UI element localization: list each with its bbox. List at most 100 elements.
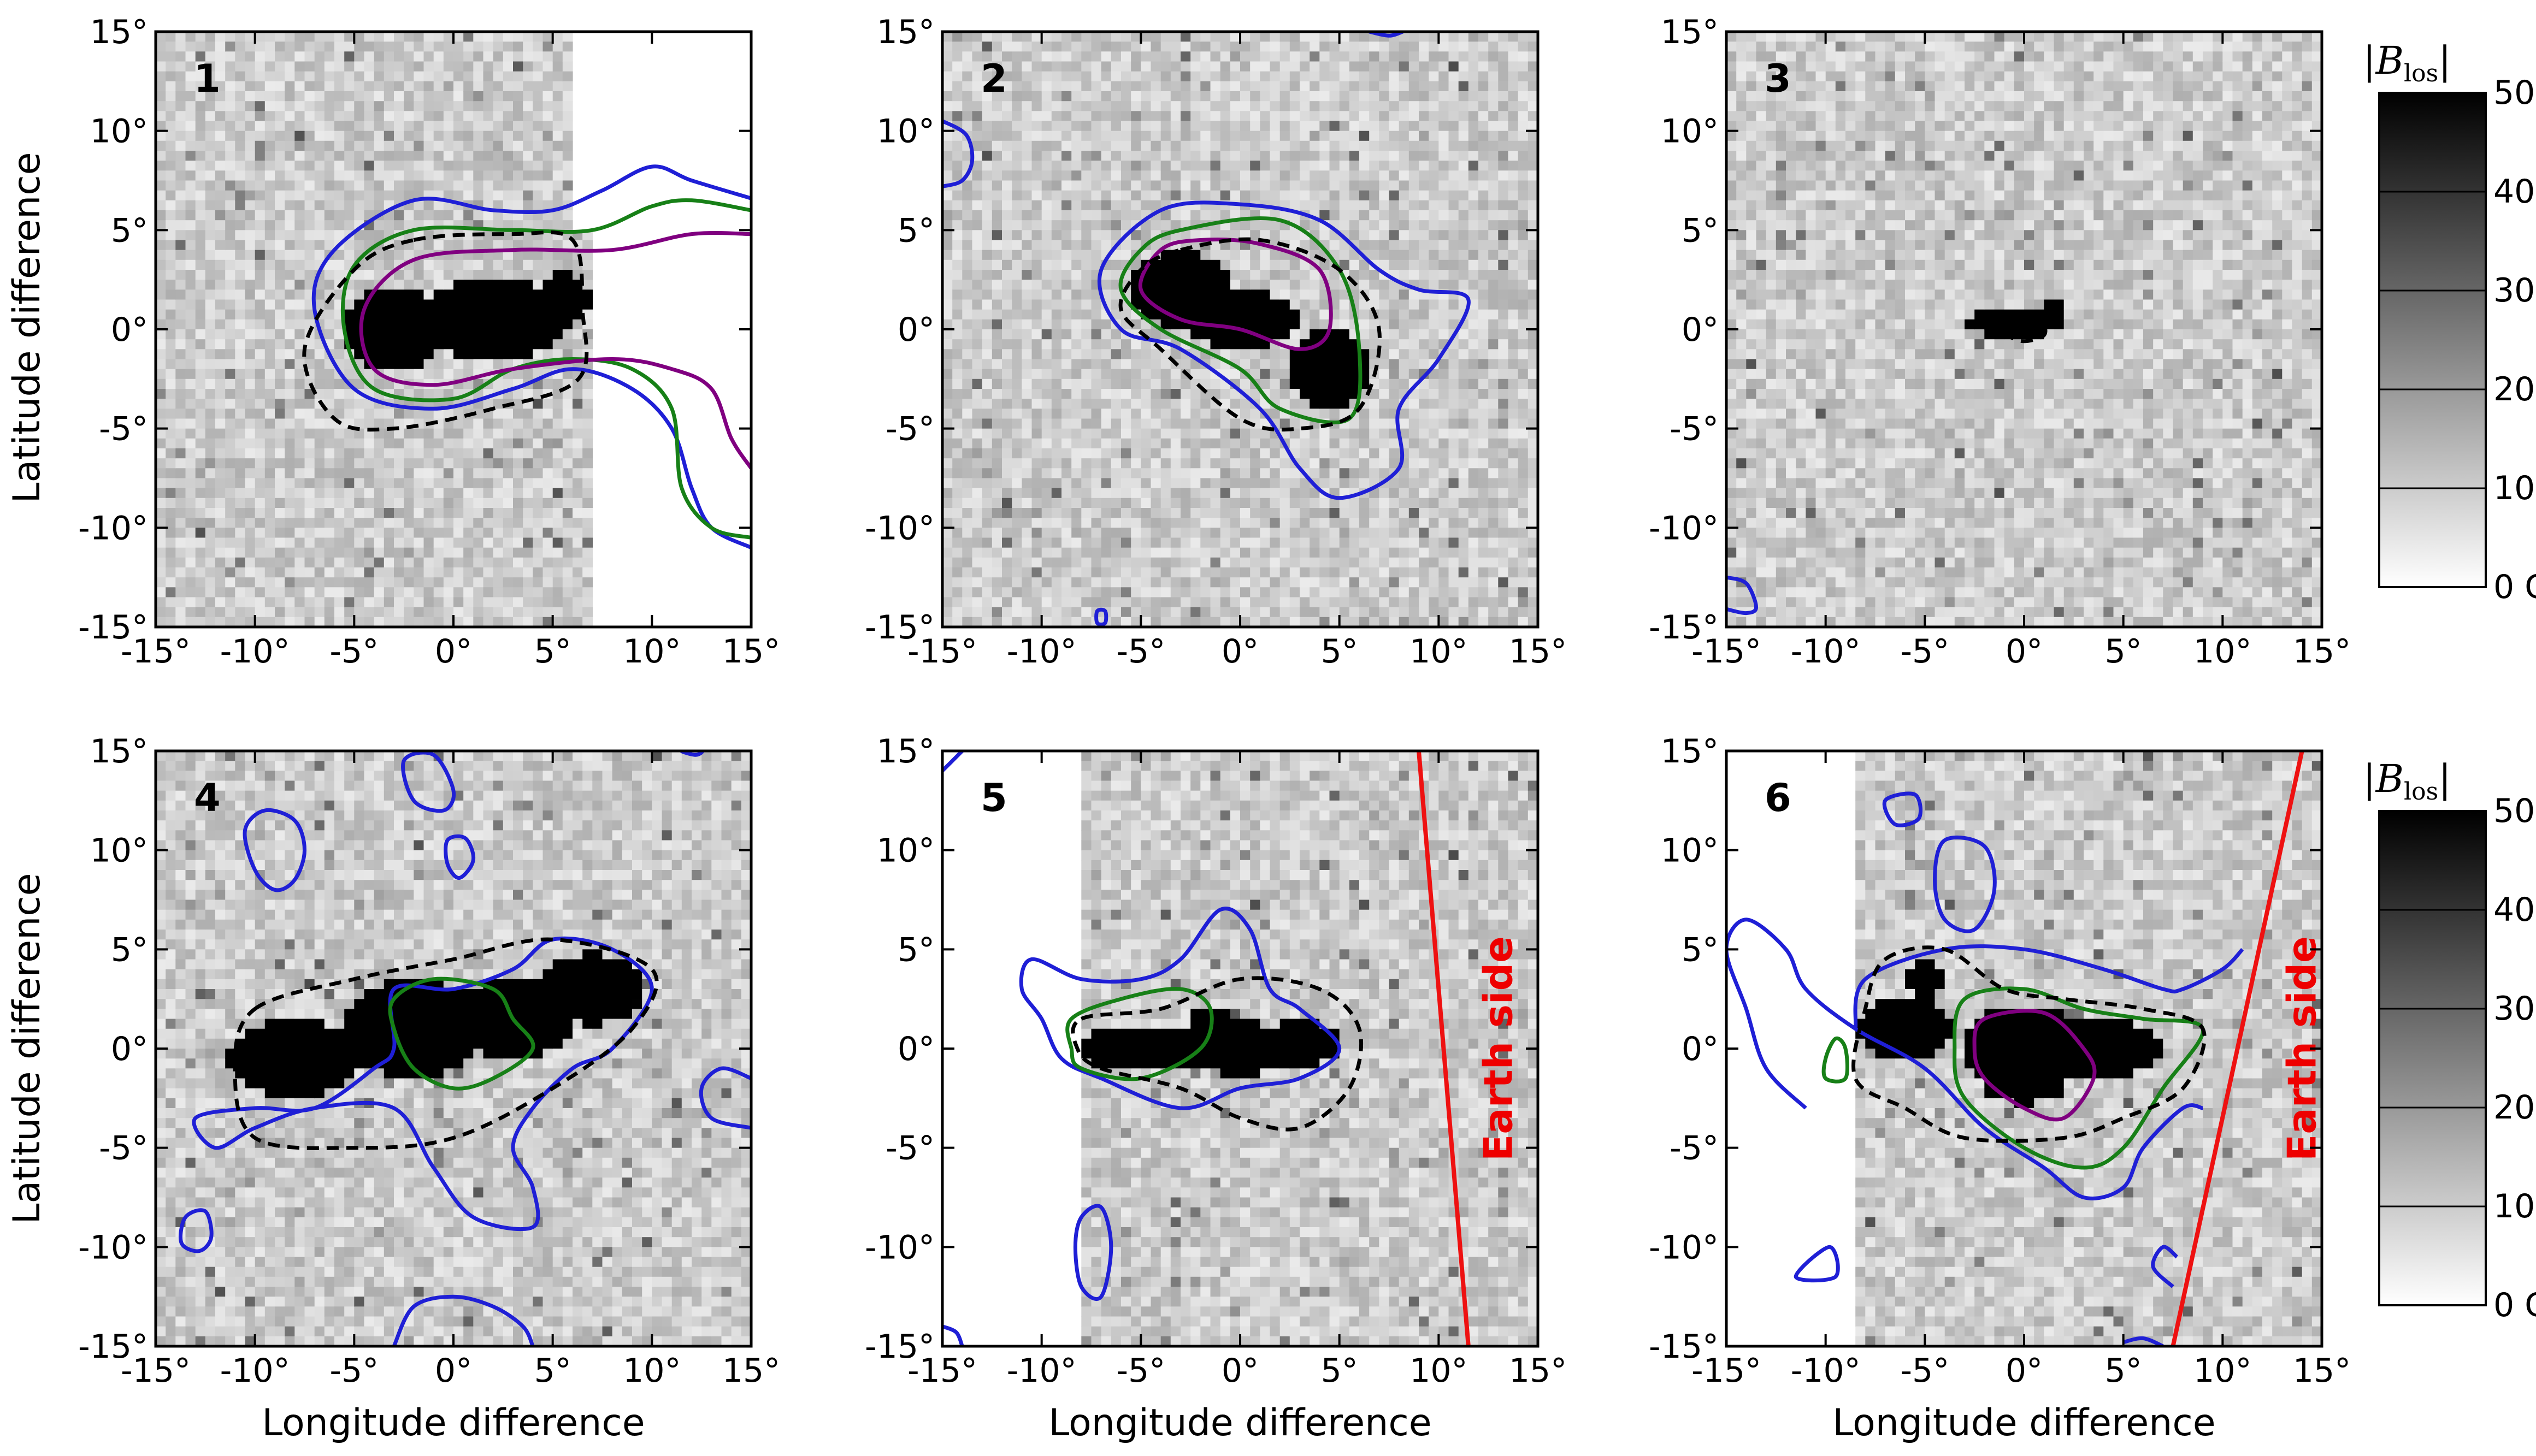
- ytick-label-1-2: -5°: [99, 410, 148, 448]
- ytick-label-2-4: 5°: [898, 211, 935, 250]
- xtick-label-4-5: 10°: [623, 1352, 681, 1390]
- ytick-label-5-1: -10°: [865, 1228, 935, 1266]
- contour-blue-4-6: [179, 1208, 214, 1253]
- ytick-label-3-2: -5°: [1670, 410, 1719, 448]
- contour-dashed-1-3: [302, 230, 589, 432]
- ytick-label-4-0: -15°: [78, 1328, 148, 1366]
- panel-number-4: 4: [194, 776, 221, 820]
- xtick-label-4-0: -15°: [121, 1352, 191, 1390]
- contour-blue-4-7: [392, 1294, 535, 1346]
- xtick-label-2-3: 0°: [1222, 632, 1259, 671]
- colorbar-gradient: [2378, 92, 2487, 588]
- xtick-label-3-2: -5°: [1900, 632, 1949, 671]
- panel-3: -15°-15° -10° -10° -5° -5° 0° 0° 5° 5° 10° 10° 15° 1…: [1649, 13, 2351, 671]
- xtick-label-2-4: 5°: [1321, 632, 1358, 671]
- ytick-label-1-4: 5°: [111, 211, 148, 250]
- panel-2: -15°-15° -10° -10° -5° -5° 0° 0° 5° 5° 10° 10° 15° 1…: [865, 13, 1567, 671]
- ytick-label-3-1: -10°: [1649, 509, 1719, 547]
- contour-blue-6-5: [2122, 1336, 2164, 1346]
- panel-5: Earth side -15°-15° -10° -10° -5° -5° 0° 0° 5° 5°…: [865, 732, 1567, 1390]
- ytick-label-3-4: 5°: [1682, 211, 1719, 250]
- xtick-label-6-1: -10°: [1791, 1352, 1861, 1390]
- ytick-label-1-3: 0°: [111, 311, 148, 349]
- panel-1: -15°-15° -10° -10° -5° -5° 0° 0° 5° 5° 10° 10° 15° 1…: [78, 13, 780, 671]
- heatmap-6: [1855, 751, 2322, 1346]
- earth-side-label-5: Earth side: [1475, 936, 1521, 1161]
- contour-purple-6-9: [1972, 1009, 2097, 1122]
- panel-6: Earth side-15°-15°-10°-10°-5°-5°0°0°5°5°…: [1649, 732, 2351, 1390]
- xtick-label-4-6: 15°: [722, 1352, 780, 1390]
- colorbar-gradient: [2378, 810, 2487, 1306]
- heatmap-1: [156, 32, 593, 627]
- xtick-label-6-4: 5°: [2105, 1352, 2142, 1390]
- contour-blue-2-1: [942, 119, 975, 188]
- contour-blue-5-3: [942, 1324, 964, 1346]
- contour-green-6-8: [1821, 1036, 1849, 1084]
- colorbar-tick-label-3: 30 G: [2493, 271, 2536, 310]
- contours-1: [302, 164, 751, 549]
- contours-2: [942, 32, 1471, 626]
- contour-purple-2-5: [1138, 238, 1333, 351]
- contour-blue-4-3: [444, 834, 476, 880]
- contour-blue-2-0: [1098, 200, 1471, 500]
- colorbar-top: 0 G 10 G 20 G 30 G 40 G 50 G |Blos|: [2363, 38, 2536, 606]
- contour-blue-1-0: [311, 164, 751, 549]
- ytick-label-6-2: -5°: [1670, 1129, 1719, 1168]
- panel-grid: -15°-15°-10°-10°-5°-5°0°0°5°5°10°10°15°1…: [78, 13, 2351, 1390]
- xtick-label-6-2: -5°: [1900, 1352, 1949, 1390]
- ytick-label-2-1: -10°: [865, 509, 935, 547]
- ytick-label-6-3: 0°: [1682, 1030, 1719, 1068]
- ytick-label-4-3: 0°: [111, 1030, 148, 1068]
- ytick-label-2-2: -5°: [886, 410, 935, 448]
- contour-dashed-3-1: [2003, 321, 2048, 344]
- xtick-label-5-6: 15°: [1509, 1352, 1567, 1390]
- xtick-label-2-2: -5°: [1116, 632, 1165, 671]
- ylabel-top: Latitude difference: [5, 152, 49, 504]
- earth-side-line-5: [1417, 751, 1471, 1346]
- contour-blue-4-0: [192, 936, 654, 1232]
- xlabel-middle: Longitude difference: [1048, 1401, 1431, 1445]
- xtick-label-1-6: 15°: [722, 632, 780, 671]
- xtick-label-6-5: 10°: [2193, 1352, 2251, 1390]
- ytick-label-3-3: 0°: [1682, 311, 1719, 349]
- xtick-label-4-4: 5°: [534, 1352, 571, 1390]
- contour-blue-5-2: [942, 751, 964, 772]
- xlabel-left: Longitude difference: [262, 1401, 645, 1445]
- contour-blue-6-6: [2151, 1245, 2179, 1288]
- panel-number-3: 3: [1765, 56, 1791, 101]
- contour-green-2-4: [1118, 216, 1363, 424]
- colorbar-bottom: 0 G 10 G 20 G 30 G 40 G 50 G |Blos|: [2363, 756, 2536, 1324]
- heatmap-5: [1081, 751, 1538, 1346]
- ytick-label-4-5: 10°: [90, 832, 148, 870]
- contour-green-1-1: [340, 198, 751, 540]
- contour-blue-6-4: [1794, 1245, 1840, 1283]
- colorbar-title: |Blos|: [2363, 756, 2451, 806]
- ytick-label-4-2: -5°: [99, 1129, 148, 1168]
- ytick-label-3-6: 15°: [1661, 13, 1719, 51]
- contour-blue-6-2: [1933, 835, 1997, 933]
- xtick-label-2-6: 15°: [1509, 632, 1567, 671]
- ytick-label-1-1: -10°: [78, 509, 148, 547]
- panel-4: -15°-15° -10° -10° -5° -5° 0° 0° 5° 5° 10° 10° 15° 1…: [78, 732, 780, 1390]
- colorbar-tick-label-3: 30 G: [2493, 990, 2536, 1028]
- xtick-label-1-2: -5°: [329, 632, 379, 671]
- xtick-label-3-0: -15°: [1691, 632, 1761, 671]
- ytick-label-2-3: 0°: [898, 311, 935, 349]
- colorbar-title: |Blos|: [2363, 38, 2451, 87]
- contour-dashed-4-9: [233, 937, 659, 1150]
- xtick-label-3-6: 15°: [2293, 632, 2351, 671]
- ytick-label-6-6: 15°: [1661, 732, 1719, 771]
- ytick-label-4-1: -10°: [78, 1228, 148, 1266]
- contours-4: [179, 751, 751, 1346]
- contour-blue-3-0: [1726, 575, 1758, 615]
- contour-blue-5-0: [1019, 907, 1342, 1110]
- colorbar-tick-label-1: 10 G: [2493, 1187, 2536, 1226]
- ytick-label-2-6: 15°: [877, 13, 935, 51]
- contour-green-6-7: [1953, 986, 2205, 1170]
- contour-blue-4-4: [680, 751, 704, 757]
- xtick-label-4-3: 0°: [435, 1352, 472, 1390]
- colorbar-tick-label-2: 20 G: [2493, 370, 2536, 409]
- xtick-label-1-3: 0°: [435, 632, 472, 671]
- colorbar-tick-label-2: 20 G: [2493, 1088, 2536, 1127]
- ytick-label-6-4: 5°: [1682, 931, 1719, 969]
